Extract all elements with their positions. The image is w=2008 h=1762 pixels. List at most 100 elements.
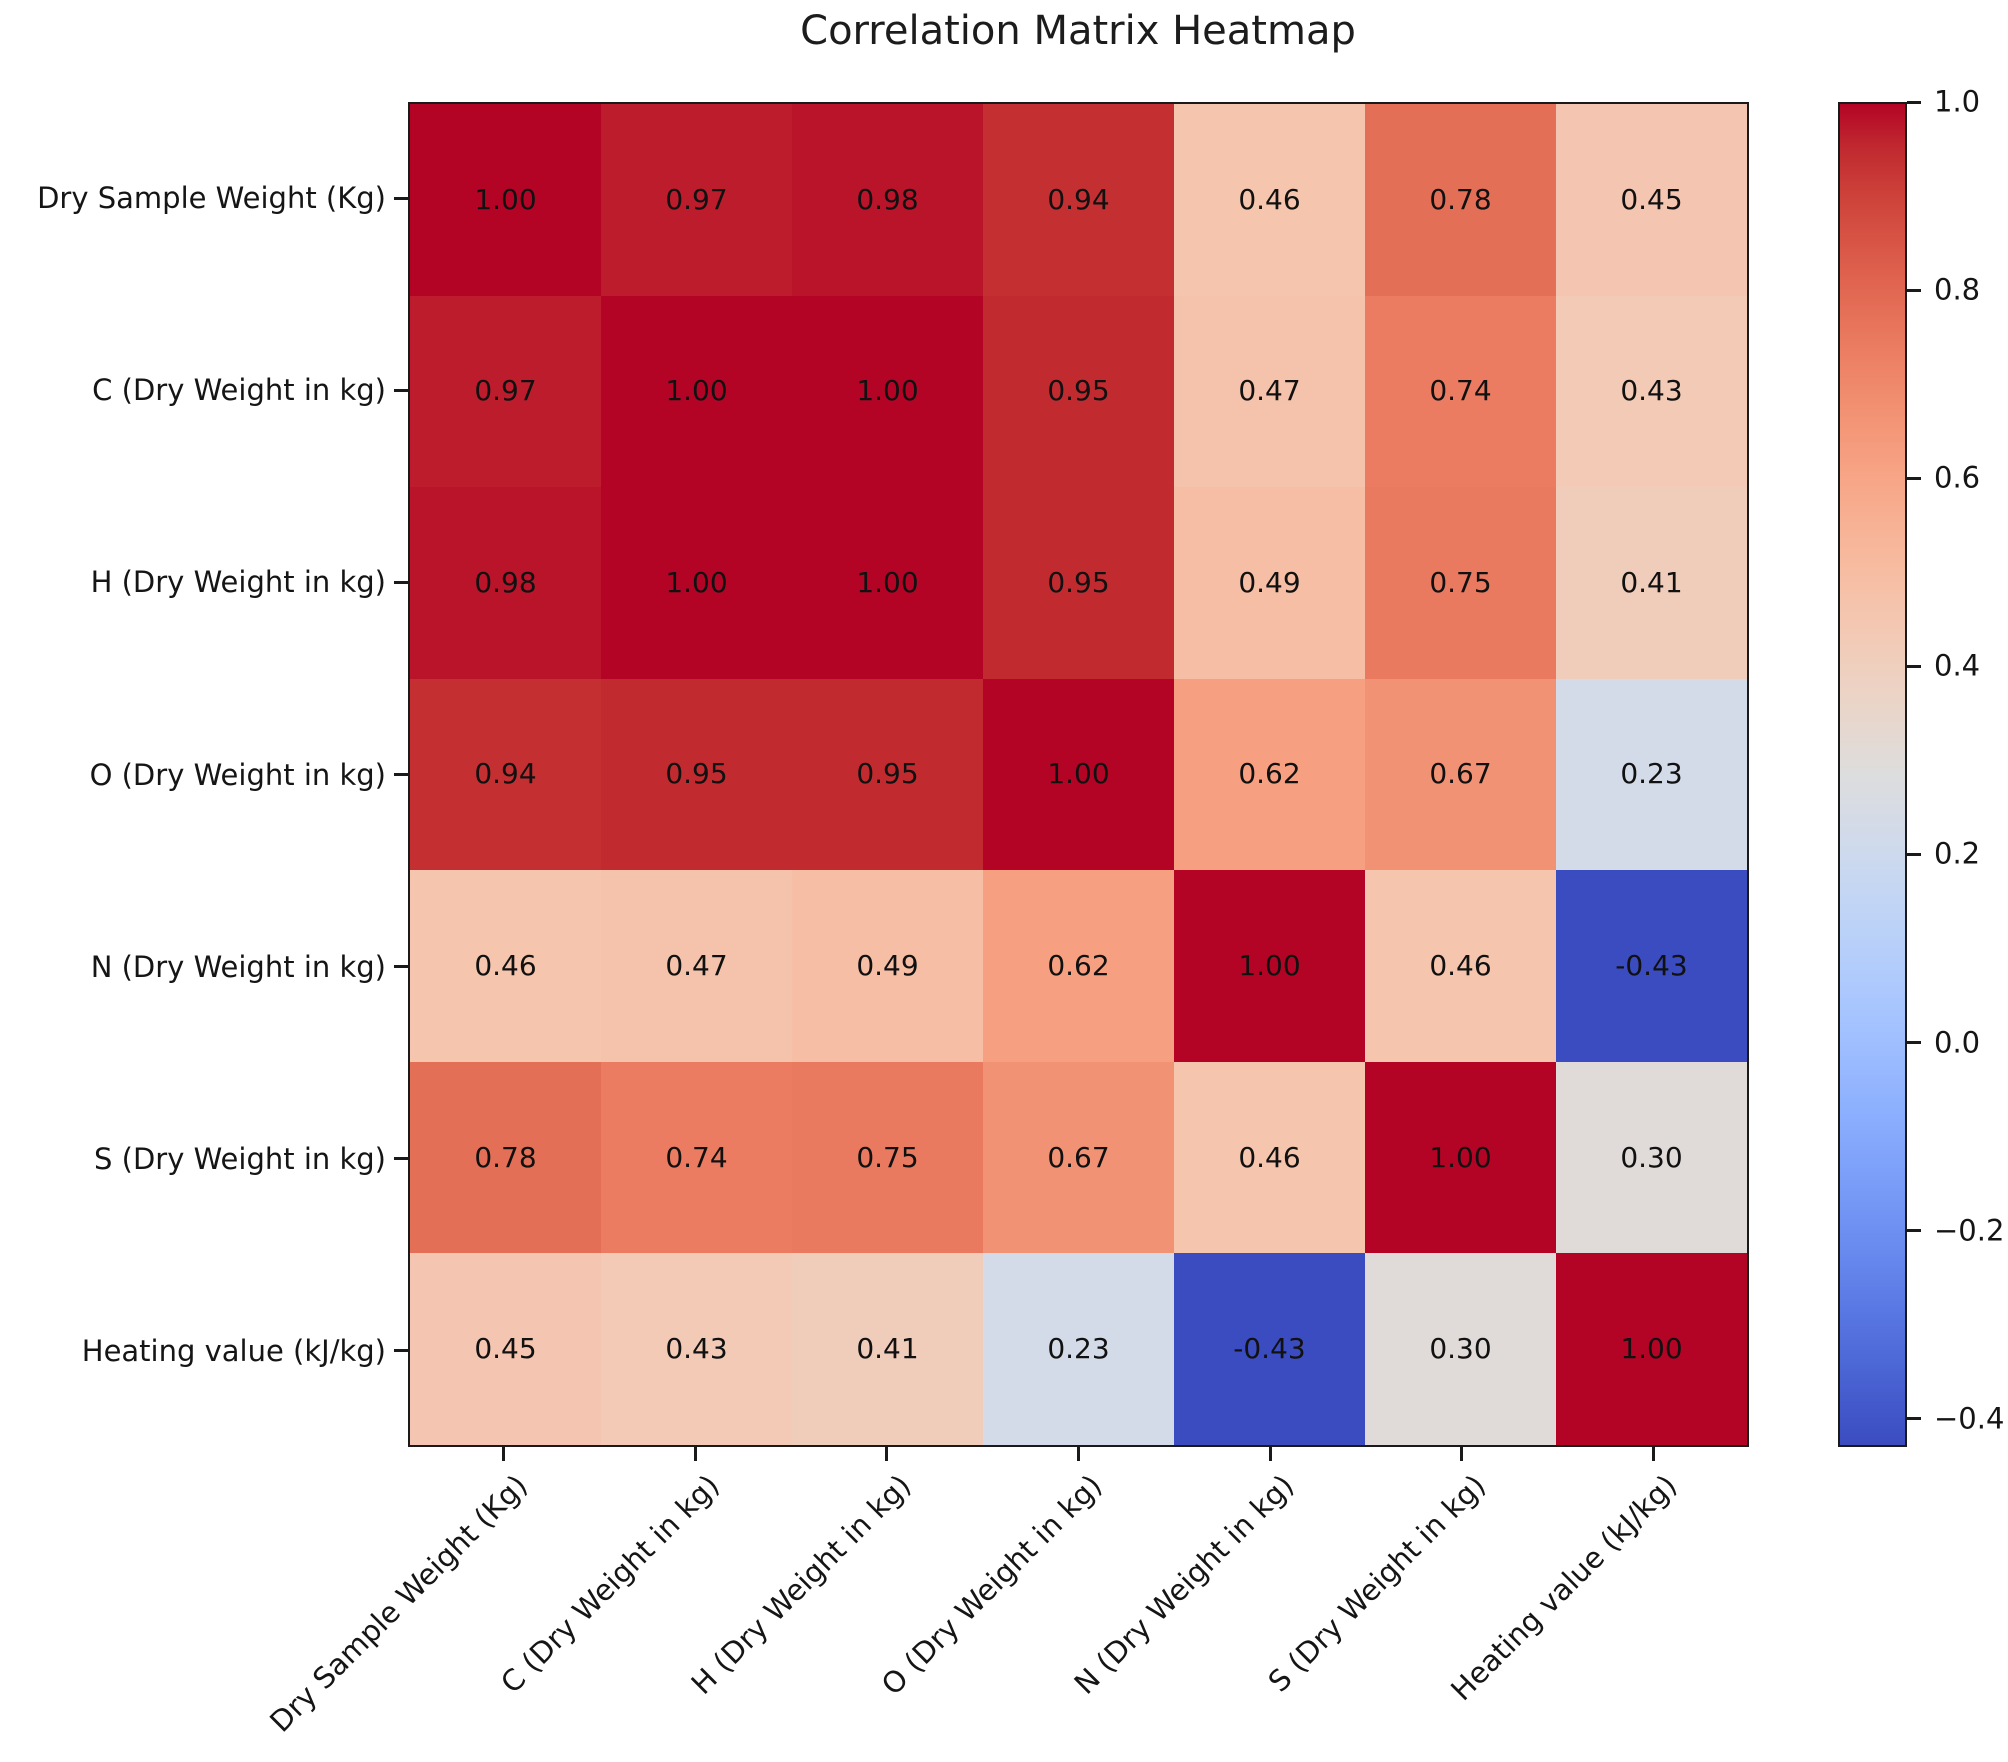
heatmap-cell: 0.41: [792, 1253, 983, 1445]
cell-value: 0.46: [474, 949, 537, 983]
cell-value: 0.43: [1620, 374, 1683, 408]
colorbar-tick-mark: [1907, 1229, 1921, 1233]
cell-value: 0.95: [1047, 374, 1110, 408]
heatmap-cell: 0.95: [792, 678, 983, 871]
cell-value: 0.94: [474, 757, 537, 791]
cell-value: 0.46: [1238, 182, 1301, 216]
colorbar-tick-mark: [1907, 664, 1921, 668]
heatmap-cell: 0.43: [601, 1253, 792, 1445]
x-tick-label: Dry Sample Weight (Kg): [263, 1468, 534, 1739]
heatmap-cell: 0.49: [792, 870, 983, 1062]
y-tick-mark: [394, 965, 408, 969]
cell-value: 1.00: [856, 374, 919, 408]
colorbar-tick-label: 1.0: [1934, 84, 1981, 119]
y-tick-mark: [394, 388, 408, 392]
cell-value: 0.46: [1238, 1140, 1301, 1174]
cell-value: 1.00: [1238, 949, 1301, 983]
heatmap-cell: 0.95: [601, 678, 792, 871]
y-tick-label: Dry Sample Weight (Kg): [37, 181, 386, 216]
heatmap-cell: 0.30: [1365, 1253, 1556, 1445]
cell-value: 0.98: [474, 565, 537, 599]
x-tick-mark: [1651, 1447, 1655, 1461]
heatmap-cell: 0.94: [410, 678, 601, 871]
heatmap-cell: 0.47: [1174, 295, 1365, 488]
heatmap-cell: 0.62: [983, 870, 1174, 1062]
colorbar-tick-mark: [1907, 1417, 1921, 1421]
cell-value: 1.00: [1429, 1140, 1492, 1174]
heatmap-cell: 0.67: [983, 1061, 1174, 1254]
heatmap-cell: 0.62: [1174, 678, 1365, 871]
cell-value: 1.00: [856, 565, 919, 599]
heatmap-cell: 0.94: [983, 104, 1174, 296]
cell-value: 0.98: [856, 182, 919, 216]
heatmap-cell: 0.67: [1365, 678, 1556, 871]
heatmap-cell: 1.00: [1556, 1253, 1747, 1445]
colorbar-tick-label: −0.2: [1934, 1213, 2005, 1248]
cell-value: 0.23: [1047, 1332, 1110, 1366]
heatmap-cell: 0.41: [1556, 487, 1747, 679]
colorbar-tick-mark: [1907, 100, 1921, 104]
cell-value: 1.00: [665, 374, 728, 408]
heatmap-cell: 1.00: [410, 104, 601, 296]
cell-value: 0.95: [665, 757, 728, 791]
cell-value: 0.97: [665, 182, 728, 216]
cell-value: 0.47: [665, 949, 728, 983]
heatmap-cell: 0.46: [1174, 104, 1365, 296]
heatmap-cell: 0.45: [1556, 104, 1747, 296]
heatmap-cell: 0.75: [792, 1061, 983, 1254]
cell-value: -0.43: [1233, 1332, 1306, 1366]
heatmap-cell: 0.97: [410, 295, 601, 488]
colorbar-tick-mark: [1907, 852, 1921, 856]
chart-title: Correlation Matrix Heatmap: [800, 8, 1356, 54]
heatmap-cell: 0.30: [1556, 1061, 1747, 1254]
x-tick-label: C (Dry Weight in kg): [493, 1468, 726, 1700]
colorbar: [1838, 102, 1907, 1447]
heatmap-cell: -0.43: [1556, 870, 1747, 1062]
cell-value: 0.49: [1238, 565, 1301, 599]
x-tick-mark: [885, 1447, 889, 1461]
heatmap-cell: 0.49: [1174, 487, 1365, 679]
x-tick-mark: [693, 1447, 697, 1461]
heatmap-cell: -0.43: [1174, 1253, 1365, 1445]
x-tick-mark: [1460, 1447, 1464, 1461]
y-tick-label: S (Dry Weight in kg): [94, 1141, 386, 1176]
cell-value: 0.67: [1047, 1140, 1110, 1174]
heatmap-cell: 0.98: [792, 104, 983, 296]
heatmap-cell: 1.00: [601, 295, 792, 488]
heatmap-cell: 1.00: [1365, 1061, 1556, 1254]
cell-value: 0.41: [856, 1332, 919, 1366]
cell-value: 0.95: [856, 757, 919, 791]
heatmap-cell: 0.78: [410, 1061, 601, 1254]
cell-value: 0.47: [1238, 374, 1301, 408]
heatmap-cell: 0.78: [1365, 104, 1556, 296]
cell-value: 1.00: [1620, 1332, 1683, 1366]
colorbar-tick-label: 0.8: [1934, 272, 1981, 307]
heatmap-cell: 0.97: [601, 104, 792, 296]
cell-value: 0.97: [474, 374, 537, 408]
y-tick-mark: [394, 1157, 408, 1161]
cell-value: 0.30: [1620, 1140, 1683, 1174]
heatmap-cell: 1.00: [792, 487, 983, 679]
heatmap-cell: 0.95: [983, 295, 1174, 488]
cell-value: 0.75: [856, 1140, 919, 1174]
cell-value: 0.45: [474, 1332, 537, 1366]
heatmap-cell: 0.98: [410, 487, 601, 679]
cell-value: 0.78: [1429, 182, 1492, 216]
heatmap-cell: 0.23: [983, 1253, 1174, 1445]
colorbar-tick-label: 0.4: [1934, 648, 1981, 683]
y-tick-label: N (Dry Weight in kg): [90, 949, 386, 984]
colorbar-tick-mark: [1907, 1041, 1921, 1045]
cell-value: 0.43: [665, 1332, 728, 1366]
cell-value: 0.23: [1620, 757, 1683, 791]
heatmap-cell: 0.74: [1365, 295, 1556, 488]
cell-value: 0.74: [665, 1140, 728, 1174]
colorbar-tick-label: 0.6: [1934, 460, 1981, 495]
heatmap-cell: 0.46: [410, 870, 601, 1062]
x-tick-mark: [1268, 1447, 1272, 1461]
heatmap-cell: 1.00: [983, 678, 1174, 871]
heatmap-cell: 1.00: [1174, 870, 1365, 1062]
y-tick-label: Heating value (kJ/kg): [81, 1333, 386, 1368]
heatmap-cell: 0.47: [601, 870, 792, 1062]
cell-value: 0.46: [1429, 949, 1492, 983]
heatmap-cell: 0.43: [1556, 295, 1747, 488]
